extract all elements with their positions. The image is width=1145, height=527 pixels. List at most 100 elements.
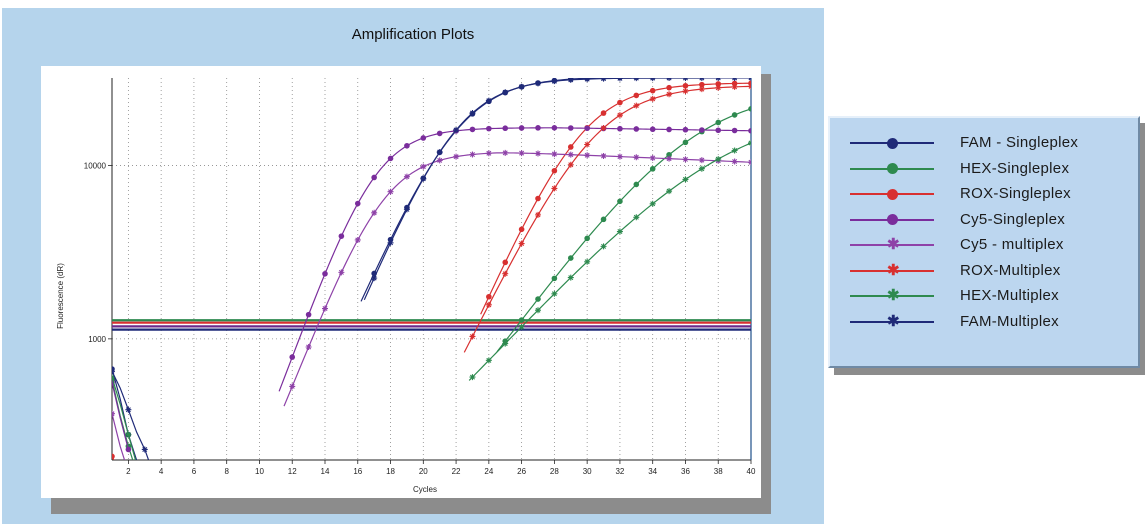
series-rox-multiplex <box>463 83 751 353</box>
data-point <box>666 188 673 195</box>
data-point <box>649 126 656 133</box>
series-line <box>496 108 750 353</box>
series-line <box>278 127 751 392</box>
x-tick-label: 14 <box>321 467 330 476</box>
data-point <box>469 110 476 117</box>
x-tick-label: 16 <box>353 467 362 476</box>
data-point <box>666 151 672 158</box>
data-point <box>112 453 115 460</box>
x-axis-label: Cycles <box>413 485 437 494</box>
data-point <box>551 185 558 192</box>
data-point <box>616 153 623 160</box>
chart-panel: Amplification Plots 2 4 6 8 10 12 14 16 18 20 22 24… <box>2 8 824 524</box>
data-point <box>322 305 328 312</box>
series-line <box>360 78 614 302</box>
amplification-plot: 2 4 6 8 10 12 14 16 18 20 22 24 26 28 30 32 34 36 38 401000… <box>56 78 756 494</box>
data-point <box>485 357 492 364</box>
data-point <box>371 174 377 181</box>
legend-entry: HEX-Singleplex <box>850 156 1140 182</box>
data-point <box>453 153 460 160</box>
data-point <box>731 127 738 134</box>
data-point <box>305 311 312 318</box>
data-point <box>535 150 541 157</box>
data-point <box>731 158 738 165</box>
data-point <box>535 195 541 202</box>
data-point <box>600 124 607 131</box>
data-point <box>518 150 525 157</box>
data-point <box>567 125 574 131</box>
x-tick-label: 32 <box>615 467 624 476</box>
data-point <box>518 317 525 323</box>
data-point <box>485 97 492 104</box>
data-point <box>518 323 525 330</box>
data-point <box>403 206 410 213</box>
data-point <box>731 78 738 81</box>
data-point <box>502 149 509 156</box>
data-point <box>469 151 476 158</box>
data-point <box>682 156 689 163</box>
data-point <box>600 152 607 159</box>
series-start-line <box>112 368 138 460</box>
data-point <box>699 81 705 88</box>
data-point <box>649 154 656 161</box>
data-point <box>436 149 443 156</box>
data-point <box>649 78 656 82</box>
data-point <box>518 226 525 233</box>
series-line <box>363 78 751 301</box>
data-point <box>551 275 558 282</box>
x-tick-label: 2 <box>126 467 131 476</box>
series-start-line <box>112 371 150 460</box>
legend-entry: ✱ ROX-Multiplex <box>850 258 1140 284</box>
data-point <box>698 86 705 93</box>
x-tick-label: 36 <box>681 467 690 476</box>
legend-entry: ✱ HEX-Multiplex <box>850 283 1140 309</box>
data-point <box>518 240 525 247</box>
data-point <box>715 119 722 126</box>
legend-label: Cy5-Singleplex <box>960 210 1066 228</box>
data-point <box>649 95 656 102</box>
series-hex-multiplex <box>112 139 751 460</box>
data-point <box>748 127 751 134</box>
data-point <box>633 154 640 161</box>
grid-layer <box>112 78 751 460</box>
data-point <box>502 259 509 266</box>
data-point <box>649 166 656 172</box>
data-point <box>354 200 361 207</box>
legend-entry: Cy5-Singleplex <box>850 207 1140 233</box>
data-point <box>666 126 672 133</box>
series-rox-singleplex <box>112 80 751 460</box>
data-point <box>715 127 722 134</box>
data-point <box>617 99 623 106</box>
star-marker-icon: ✱ <box>887 236 900 253</box>
data-point <box>584 125 590 132</box>
data-point <box>682 88 689 95</box>
star-marker-icon: ✱ <box>887 287 900 304</box>
y-tick-label: 10000 <box>84 162 107 171</box>
data-point <box>666 78 673 82</box>
data-point <box>584 258 591 265</box>
x-tick-label: 28 <box>550 467 559 476</box>
data-point <box>535 296 541 302</box>
data-point <box>551 151 558 158</box>
data-point <box>420 163 427 170</box>
legend-entry: ROX-Singleplex <box>850 181 1140 207</box>
data-point <box>600 78 607 82</box>
data-point <box>584 78 591 83</box>
legend-line <box>850 295 934 297</box>
x-tick-label: 6 <box>192 467 197 476</box>
data-point <box>666 84 672 91</box>
dot-marker-icon <box>886 188 898 200</box>
data-point <box>485 301 492 308</box>
x-tick-label: 30 <box>583 467 592 476</box>
x-tick-label: 24 <box>484 467 493 476</box>
x-tick-label: 4 <box>159 467 164 476</box>
dot-marker-icon <box>886 214 898 225</box>
data-point <box>502 125 509 132</box>
data-point <box>731 83 738 90</box>
x-tick-label: 18 <box>386 467 395 476</box>
data-point <box>387 155 394 162</box>
x-tick-label: 20 <box>419 467 428 476</box>
series-fam-multiplex <box>112 78 751 460</box>
legend-label: HEX-Singleplex <box>960 159 1070 177</box>
data-point <box>748 106 751 112</box>
